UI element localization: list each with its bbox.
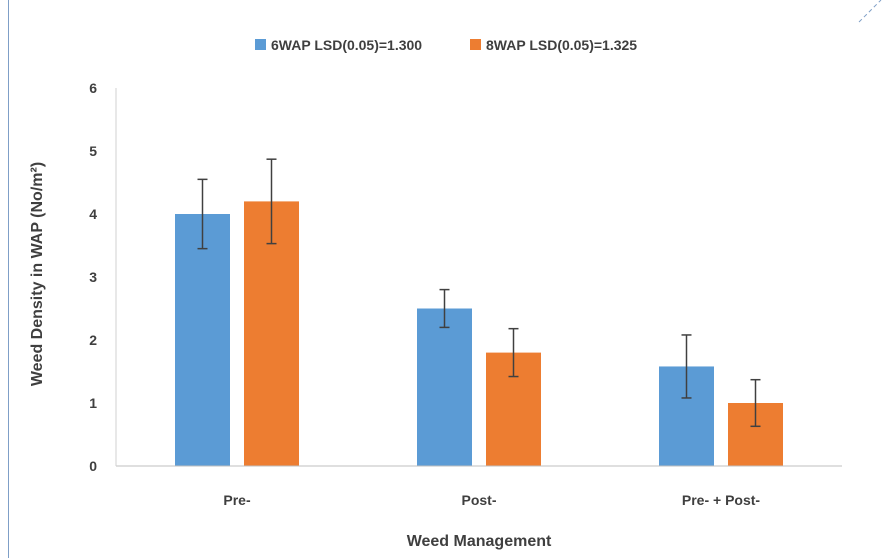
legend-label: 8WAP LSD(0.05)=1.325 [486,37,637,53]
error-bars [197,158,761,428]
bar [244,201,299,466]
bar [175,214,230,466]
x-tick-label: Pre- + Post- [682,492,761,508]
page-border-left [8,0,9,558]
x-axis-ticks: Pre- Post- Pre- + Post- [223,492,760,508]
legend-swatch [255,39,266,50]
y-axis-ticks: 0 1 2 3 4 5 6 [89,80,97,474]
y-tick-label: 3 [89,269,97,285]
legend: 6WAP LSD(0.05)=1.300 8WAP LSD(0.05)=1.325 [255,37,637,53]
bar [417,308,472,466]
y-tick-label: 0 [89,458,97,474]
x-tick-label: Post- [462,492,497,508]
y-tick-label: 5 [89,143,97,159]
y-axis-label: Weed Density in WAP (No/m²) [29,162,46,386]
legend-label: 6WAP LSD(0.05)=1.300 [271,37,422,53]
bars [175,201,783,466]
y-tick-label: 2 [89,332,97,348]
x-axis-label: Weed Management [407,533,552,550]
y-tick-label: 6 [89,80,97,96]
page-corner-mark [858,0,882,23]
x-tick-label: Pre- [223,492,251,508]
y-tick-label: 4 [89,206,97,222]
y-tick-label: 1 [89,395,97,411]
legend-swatch [470,39,481,50]
